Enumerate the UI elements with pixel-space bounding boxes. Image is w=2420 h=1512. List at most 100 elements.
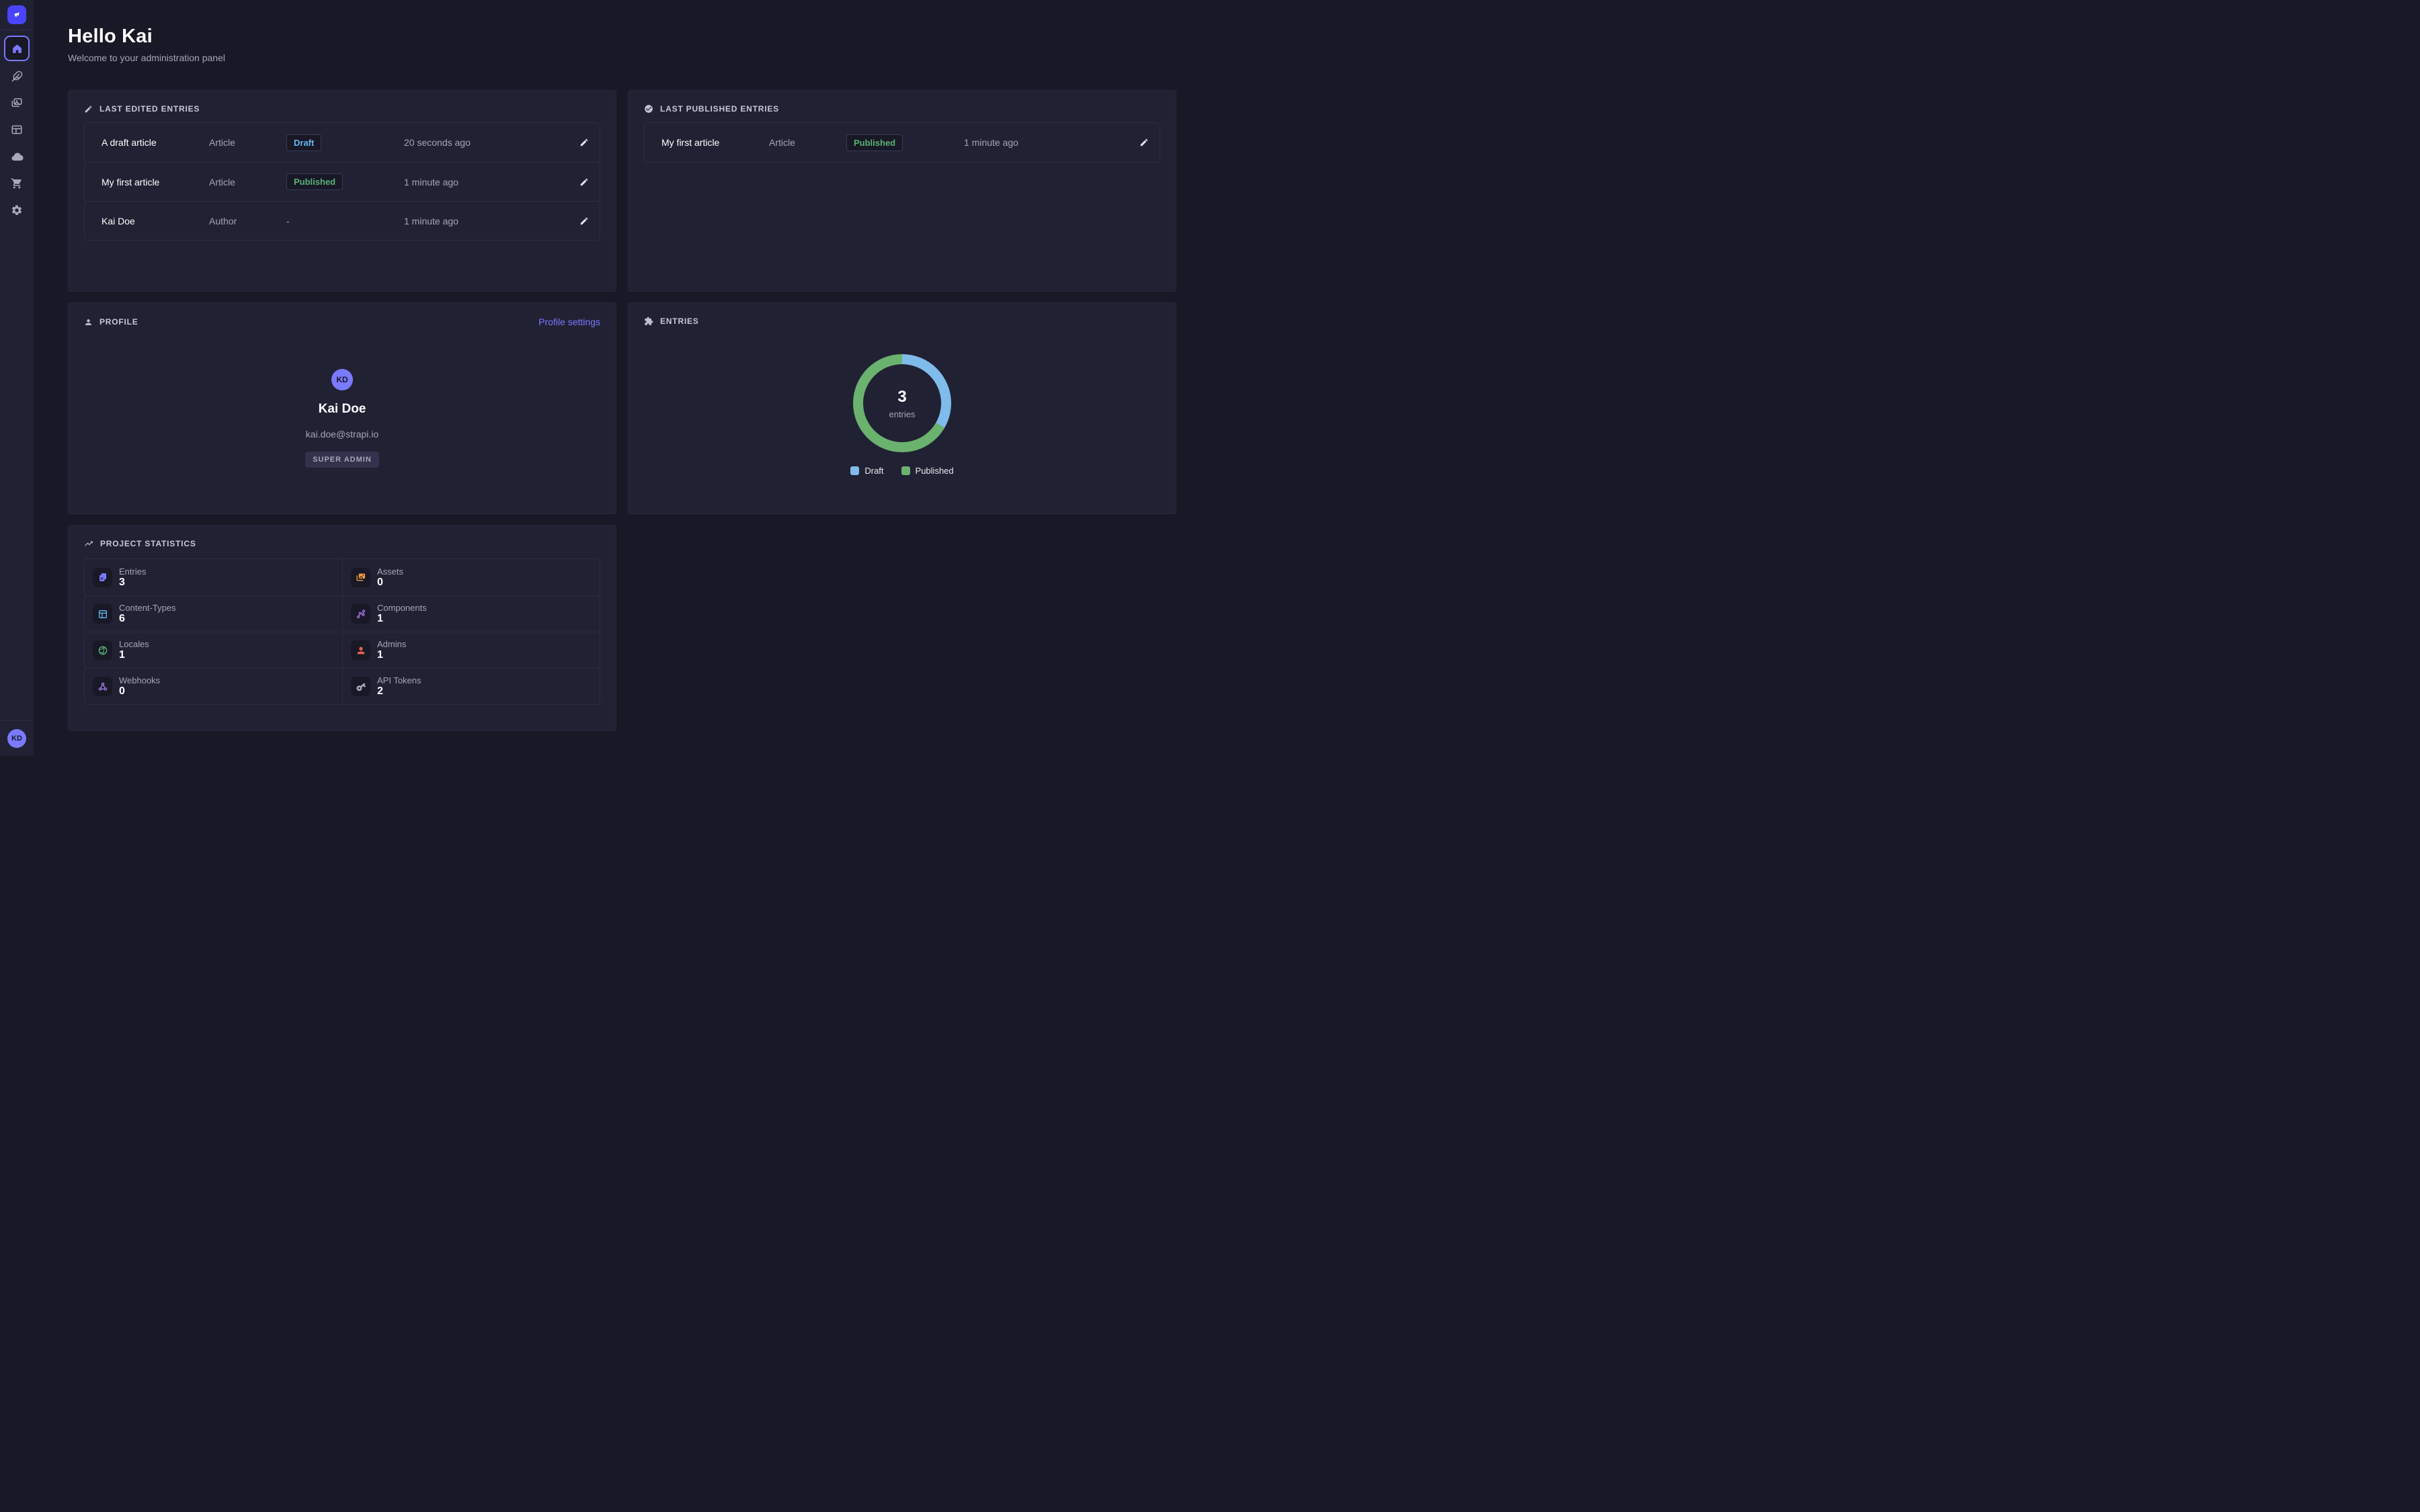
entry-type: Article	[769, 137, 846, 148]
chart-legend: Draft Published	[850, 466, 953, 476]
entry-time: 1 minute ago	[404, 216, 569, 226]
sidebar: KD	[0, 0, 34, 756]
sidebar-item-marketplace[interactable]	[5, 171, 29, 196]
table-row: My first article Article Published 1 min…	[645, 123, 1160, 162]
card-header: LAST EDITED ENTRIES	[84, 104, 600, 114]
stat-label: Admins	[377, 639, 406, 649]
feather-icon	[11, 71, 23, 82]
assets-pictures-icon	[351, 568, 370, 587]
stat-locales: Locales 1	[85, 632, 342, 668]
donut-total: 3	[897, 388, 906, 407]
card-header: ENTRIES	[644, 317, 1160, 326]
sidebar-divider	[0, 720, 34, 721]
last-published-entries-card: LAST PUBLISHED ENTRIES My first article …	[628, 90, 1176, 292]
cloud-icon	[11, 151, 24, 163]
webhooks-knot-icon	[93, 677, 112, 696]
stat-content-types: Content-Types 6	[85, 595, 342, 632]
dashboard-grid: LAST EDITED ENTRIES A draft article Arti…	[68, 90, 1176, 731]
page-title: Hello Kai	[68, 26, 1176, 48]
page-subtitle: Welcome to your administration panel	[68, 52, 1176, 63]
donut-chart: 3 entries	[853, 354, 951, 452]
profile-body: KD Kai Doe kai.doe@strapi.io SUPER ADMIN	[84, 327, 600, 468]
entry-name: My first article	[661, 137, 769, 148]
stat-api-tokens: API Tokens 2	[342, 668, 600, 704]
entry-type: Author	[209, 216, 286, 226]
table-row: My first article Article Published 1 min…	[85, 162, 600, 201]
table-row: Kai Doe Author - 1 minute ago	[85, 201, 600, 240]
entry-type: Article	[209, 137, 286, 148]
status-empty: -	[286, 216, 404, 226]
card-title: PROFILE	[99, 317, 138, 327]
sidebar-item-media-library[interactable]	[5, 91, 29, 115]
stat-value: 3	[119, 577, 146, 589]
home-icon	[11, 43, 23, 54]
locales-globe-icon	[93, 640, 112, 660]
edit-entry-button[interactable]	[569, 177, 600, 187]
entry-name: Kai Doe	[102, 216, 209, 226]
card-header: PROJECT STATISTICS	[84, 539, 600, 548]
donut-total-label: entries	[889, 409, 915, 419]
sidebar-nav	[0, 30, 34, 720]
edit-entry-button[interactable]	[569, 216, 600, 226]
stat-label: API Tokens	[377, 675, 421, 685]
pictures-icon	[11, 97, 23, 109]
sidebar-item-content-type-builder[interactable]	[5, 118, 29, 142]
entry-time: 1 minute ago	[964, 137, 1129, 148]
stat-label: Assets	[377, 566, 403, 577]
draft-swatch	[850, 466, 859, 475]
entries-puzzle-icon	[644, 317, 653, 326]
entry-time: 20 seconds ago	[404, 137, 569, 148]
card-title: PROJECT STATISTICS	[100, 539, 196, 548]
stat-components: Components 1	[342, 595, 600, 632]
status-badge: Published	[286, 173, 343, 190]
stat-value: 1	[377, 613, 427, 625]
sidebar-item-content-manager[interactable]	[5, 64, 29, 88]
legend-item-draft: Draft	[850, 466, 883, 476]
pencil-icon	[84, 105, 93, 114]
status-badge: Draft	[286, 134, 321, 151]
entries-chart-card: ENTRIES 3 entries Draft	[628, 302, 1176, 514]
main-content: Hello Kai Welcome to your administration…	[34, 0, 1210, 756]
stat-label: Content-Types	[119, 603, 176, 613]
stat-value: 0	[377, 577, 403, 589]
card-title: ENTRIES	[660, 317, 699, 326]
sidebar-item-cloud[interactable]	[5, 144, 29, 169]
role-badge: SUPER ADMIN	[305, 452, 379, 468]
last-edited-entries-card: LAST EDITED ENTRIES A draft article Arti…	[68, 90, 616, 292]
stat-label: Components	[377, 603, 427, 613]
profile-email: kai.doe@strapi.io	[306, 429, 378, 439]
card-title: LAST EDITED ENTRIES	[99, 104, 200, 114]
stat-entries: Entries 3	[85, 559, 342, 595]
content-types-layout-icon	[93, 604, 112, 624]
entry-name: A draft article	[102, 137, 209, 148]
table-row: A draft article Article Draft 20 seconds…	[85, 123, 600, 162]
sidebar-footer: KD	[0, 720, 34, 756]
profile-card: PROFILE Profile settings KD Kai Doe kai.…	[68, 302, 616, 514]
entry-name: My first article	[102, 177, 209, 187]
user-avatar[interactable]: KD	[7, 729, 26, 748]
last-published-table: My first article Article Published 1 min…	[644, 122, 1160, 163]
sidebar-item-home[interactable]	[4, 36, 30, 61]
gear-icon	[11, 204, 23, 216]
entries-docs-icon	[93, 568, 112, 587]
entries-chart: 3 entries Draft Published	[644, 326, 1160, 476]
trending-up-icon	[84, 539, 93, 548]
card-header: PROFILE Profile settings	[84, 317, 600, 327]
sidebar-item-settings[interactable]	[5, 198, 29, 222]
strapi-logo-icon	[7, 5, 26, 24]
workspace-logo-button[interactable]	[7, 0, 26, 30]
stat-label: Locales	[119, 639, 149, 649]
stats-table: Entries 3 Assets 0	[84, 558, 600, 705]
donut-center: 3 entries	[863, 364, 941, 442]
status-badge: Published	[846, 134, 903, 151]
layout-icon	[11, 124, 23, 136]
stat-label: Entries	[119, 566, 146, 577]
stat-label: Webhooks	[119, 675, 160, 685]
profile-settings-link[interactable]: Profile settings	[538, 317, 600, 327]
admins-user-icon	[351, 640, 370, 660]
edit-entry-button[interactable]	[1129, 138, 1160, 147]
card-header: LAST PUBLISHED ENTRIES	[644, 104, 1160, 114]
check-circle-icon	[644, 104, 653, 114]
entry-type: Article	[209, 177, 286, 187]
edit-entry-button[interactable]	[569, 138, 600, 147]
